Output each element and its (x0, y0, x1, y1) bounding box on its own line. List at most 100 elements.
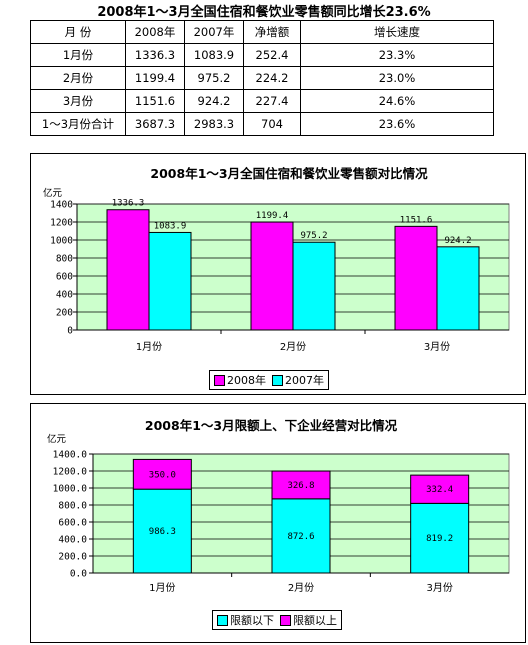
column-header: 2007年 (184, 20, 244, 44)
bar (394, 225, 438, 331)
bar (250, 221, 294, 331)
y-tick-label: 800 (56, 254, 73, 265)
enterprise-comparison-chart: 2008年1～3月限额上、下企业经营对比情况 亿元 0.0 200.0 400.0 6… (47, 418, 510, 594)
y-tick-label: 600 (56, 272, 73, 283)
y-tick-label: 200.0 (58, 552, 87, 563)
column-header: 净增额 (243, 20, 301, 44)
legend-item-2008: 2008年 (214, 372, 266, 388)
data-label: 924.2 (444, 236, 471, 246)
table-cell: 1199.4 (125, 66, 185, 90)
y-tick-label: 600.0 (58, 518, 87, 529)
table-cell: 23.0% (300, 66, 494, 90)
legend-swatch (214, 374, 225, 386)
data-label: 1083.9 (154, 221, 187, 231)
table-cell: 924.2 (184, 89, 244, 113)
table-row: 2月份 1199.4 975.2 224.2 23.0% (30, 66, 494, 90)
chart-panel-retail: 2008年1～3月全国住宿和餐饮业零售额对比情况 亿元 0 200 400 600 80… (30, 153, 526, 395)
table-cell: 3687.3 (125, 112, 185, 136)
legend-label: 2007年 (285, 374, 324, 387)
bar (106, 209, 150, 331)
table-cell: 224.2 (243, 66, 301, 90)
table-row: 1月份 1336.3 1083.9 252.4 23.3% (30, 43, 494, 67)
table-cell: 1336.3 (125, 43, 185, 67)
table-cell: 252.4 (243, 43, 301, 67)
bar (148, 231, 192, 331)
y-tick-label: 400.0 (58, 535, 87, 546)
stacked-bar-segment (271, 470, 331, 500)
unit-label: 亿元 (47, 433, 67, 445)
table-cell: 2983.3 (184, 112, 244, 136)
table-cell: 23.6% (300, 112, 494, 136)
table-cell: 2月份 (30, 66, 126, 90)
legend-swatch (280, 614, 291, 626)
y-tick-label: 1200 (50, 218, 73, 229)
data-label: 1151.6 (400, 215, 433, 225)
table-row: 1～3月份合计 3687.3 2983.3 704 23.6% (30, 112, 494, 136)
table-row: 3月份 1151.6 924.2 227.4 24.6% (30, 89, 494, 113)
table-cell: 1月份 (30, 43, 126, 67)
y-tick-label: 400 (56, 290, 73, 301)
y-tick-label: 800.0 (58, 501, 87, 512)
table-cell: 3月份 (30, 89, 126, 113)
column-header: 月 份 (30, 20, 126, 44)
table-cell: 704 (243, 112, 301, 136)
bar (436, 246, 480, 331)
chart-title: 2008年1～3月限额上、下企业经营对比情况 (145, 418, 398, 433)
data-label: 1199.4 (256, 211, 289, 221)
chart-legend: 限额以下 限额以上 (212, 610, 342, 630)
unit-label: 亿元 (43, 187, 63, 199)
legend-item-below-quota: 限额以下 (217, 612, 274, 628)
data-label: 986.3 (149, 527, 176, 537)
stacked-bar-segment (271, 498, 331, 574)
stacked-bar-segment (132, 458, 192, 490)
stacked-bar-segment (410, 502, 470, 574)
chart-legend: 2008年 2007年 (209, 370, 329, 390)
stacked-bar-segment (132, 488, 192, 574)
data-label: 326.8 (287, 481, 314, 491)
legend-swatch (217, 614, 228, 626)
x-category-label: 3月份 (424, 341, 450, 353)
legend-label: 限额以下 (230, 614, 274, 627)
data-label: 1336.3 (112, 199, 145, 209)
table-cell: 23.3% (300, 43, 494, 67)
stats-table: 月 份 2008年 2007年 净增额 增长速度 1月份 1336.3 1083… (30, 20, 494, 136)
y-tick-label: 0 (67, 326, 73, 337)
data-label: 350.0 (149, 470, 176, 480)
x-category-label: 2月份 (288, 582, 314, 594)
table-cell: 975.2 (184, 66, 244, 90)
y-tick-label: 1000.0 (53, 484, 88, 495)
x-category-label: 2月份 (280, 341, 306, 353)
y-tick-label: 0.0 (70, 569, 87, 580)
x-category-label: 1月份 (136, 341, 162, 353)
bar (292, 241, 336, 331)
data-label: 332.4 (426, 485, 453, 495)
retail-comparison-chart: 2008年1～3月全国住宿和餐饮业零售额对比情况 亿元 0 200 400 600 80… (43, 166, 510, 353)
x-category-label: 3月份 (426, 582, 452, 594)
legend-label: 限额以上 (293, 614, 337, 627)
chart-panel-enterprise: 2008年1～3月限额上、下企业经营对比情况 亿元 0.0 200.0 400.0 6… (30, 403, 526, 643)
y-tick-label: 1400.0 (53, 450, 88, 461)
table-cell: 1083.9 (184, 43, 244, 67)
table-cell: 1～3月份合计 (30, 112, 126, 136)
legend-swatch (272, 374, 283, 386)
stacked-bar-segment (410, 474, 470, 504)
column-header: 2008年 (125, 20, 185, 44)
data-label: 819.2 (426, 534, 453, 544)
y-tick-label: 1200.0 (53, 467, 88, 478)
data-label: 975.2 (300, 231, 327, 241)
page-title: 2008年1～3月全国住宿和餐饮业零售额同比增长23.6% (97, 5, 431, 20)
y-tick-label: 200 (56, 308, 73, 319)
y-tick-label: 1400 (50, 200, 73, 211)
table-header-row: 月 份 2008年 2007年 净增额 增长速度 (30, 20, 494, 44)
legend-item-above-quota: 限额以上 (280, 612, 337, 628)
legend-item-2007: 2007年 (272, 372, 324, 388)
x-category-label: 1月份 (149, 582, 175, 594)
y-tick-label: 1000 (50, 236, 73, 247)
table-cell: 227.4 (243, 89, 301, 113)
table-cell: 1151.6 (125, 89, 185, 113)
legend-label: 2008年 (227, 374, 266, 387)
data-label: 872.6 (287, 532, 314, 542)
column-header: 增长速度 (300, 20, 494, 44)
table-cell: 24.6% (300, 89, 494, 113)
chart-title: 2008年1～3月全国住宿和餐饮业零售额对比情况 (150, 166, 428, 181)
